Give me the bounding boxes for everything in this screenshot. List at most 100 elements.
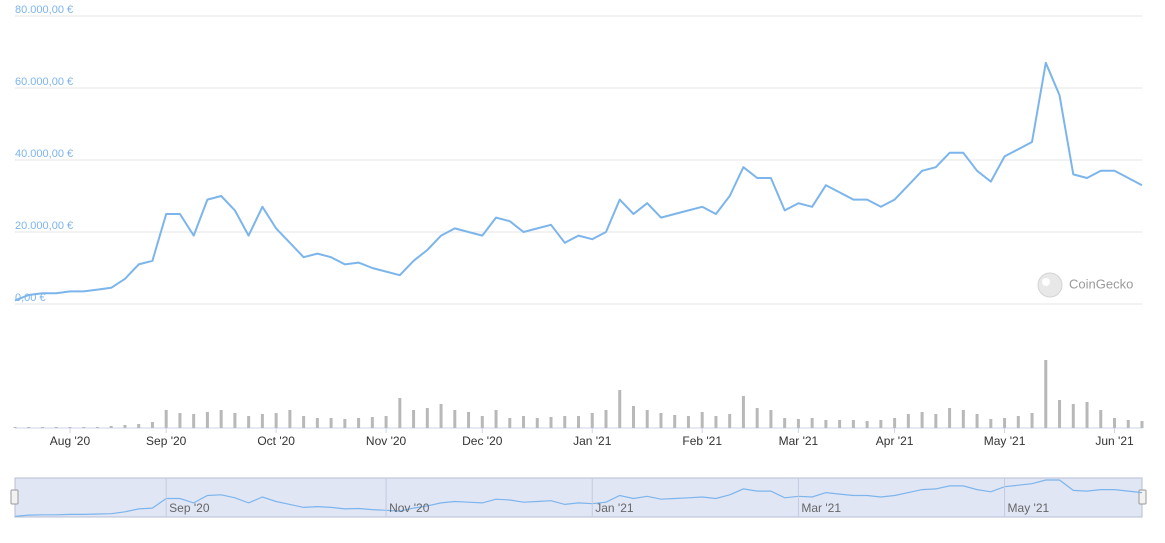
volume-bar — [425, 408, 429, 428]
volume-bar — [838, 420, 842, 428]
volume-bar — [1030, 413, 1034, 428]
volume-bar — [659, 413, 663, 428]
volume-bar — [714, 416, 718, 428]
x-tick-label: May '21 — [984, 434, 1026, 448]
volume-bar — [370, 417, 374, 428]
volume-bar — [1058, 400, 1062, 428]
watermark: CoinGecko — [1037, 272, 1133, 298]
navigator-label: Nov '20 — [389, 501, 430, 515]
y-tick-label: 20.000,00 € — [15, 220, 73, 232]
x-tick-label: Dec '20 — [462, 434, 503, 448]
price-line — [14, 61, 1143, 302]
x-tick-label: Feb '21 — [682, 434, 722, 448]
volume-bar — [508, 418, 512, 428]
watermark-text: CoinGecko — [1069, 276, 1133, 291]
volume-bar — [453, 410, 457, 428]
x-tick-label: Oct '20 — [257, 434, 295, 448]
volume-bar — [961, 410, 965, 428]
volume-bar — [631, 406, 635, 428]
volume-bar — [590, 413, 594, 428]
volume-bar — [810, 418, 814, 428]
volume-bar — [494, 410, 498, 428]
x-tick-label: Jan '21 — [573, 434, 612, 448]
volume-bar — [989, 419, 993, 428]
navigator-label: May '21 — [1008, 501, 1050, 515]
volume-bar — [522, 416, 526, 428]
volume-bar — [302, 416, 306, 428]
volume-bar — [893, 418, 897, 428]
volume-bar — [54, 427, 58, 428]
volume-bar — [329, 418, 333, 428]
volume-bar — [1113, 418, 1117, 428]
x-tick-label: Mar '21 — [779, 434, 819, 448]
volume-bar — [934, 414, 938, 428]
volume-bar — [137, 424, 141, 428]
x-tick-label: Aug '20 — [50, 434, 91, 448]
volume-bar — [68, 427, 72, 428]
volume-bar — [645, 410, 649, 428]
volume-bar — [13, 427, 17, 428]
volume-bar — [260, 414, 264, 428]
navigator-label: Jan '21 — [595, 501, 634, 515]
x-tick-label: Nov '20 — [366, 434, 407, 448]
volume-bar — [467, 412, 471, 428]
volume-bar — [1016, 416, 1020, 428]
navigator-handle-left[interactable] — [10, 489, 19, 505]
volume-bar — [247, 416, 251, 428]
volume-bar — [1099, 410, 1103, 428]
volume-bar — [95, 427, 99, 428]
volume-bar — [618, 390, 622, 428]
watermark-logo — [1037, 272, 1063, 298]
volume-bar — [796, 419, 800, 428]
volume-bar — [274, 413, 278, 428]
volume-bar — [398, 398, 402, 428]
volume-bar — [288, 410, 292, 428]
volume-bar — [384, 416, 388, 428]
volume-bar — [577, 416, 580, 428]
volume-bar — [164, 410, 168, 428]
volume-bar — [686, 416, 690, 428]
volume-bar — [1071, 404, 1075, 428]
volume-bar — [205, 412, 209, 428]
volume-bar — [948, 408, 952, 428]
volume-bar — [1126, 420, 1130, 428]
volume-bar — [192, 414, 196, 428]
volume-bar — [769, 410, 773, 428]
volume-bar — [700, 412, 704, 428]
navigator-label: Mar '21 — [801, 501, 841, 515]
volume-bar — [906, 414, 910, 428]
volume-bar — [357, 418, 361, 428]
y-tick-label: 40.000,00 € — [15, 148, 73, 160]
volume-bar — [40, 427, 44, 428]
watermark-logo-eye — [1042, 278, 1050, 286]
volume-bar — [535, 418, 539, 428]
x-tick-label: Sep '20 — [146, 434, 187, 448]
volume-bar — [783, 418, 787, 428]
y-tick-label: 80.000,00 € — [15, 4, 73, 16]
volume-bar — [1085, 402, 1089, 428]
navigator-label: Sep '20 — [169, 501, 210, 515]
volume-bar — [741, 396, 745, 428]
volume-bar — [1140, 421, 1144, 428]
volume-bar — [219, 410, 223, 428]
volume-bar — [109, 426, 113, 428]
x-tick-label: Jun '21 — [1095, 434, 1134, 448]
navigator-handle-right[interactable] — [1138, 489, 1147, 505]
volume-bar — [851, 420, 855, 428]
volume-bar — [412, 410, 416, 428]
navigator-line — [14, 479, 1143, 517]
volume-bar — [27, 427, 31, 428]
volume-bar — [480, 416, 484, 428]
y-tick-label: 60.000,00 € — [15, 76, 73, 88]
volume-bar — [673, 415, 677, 428]
volume-bar — [975, 414, 979, 428]
volume-bar — [879, 420, 883, 428]
y-tick-label: 0,00 € — [15, 292, 46, 304]
volume-bar — [315, 418, 319, 428]
volume-bar — [728, 414, 732, 428]
volume-bar — [549, 417, 553, 428]
volume-bar — [824, 420, 828, 428]
volume-bar — [123, 425, 127, 428]
